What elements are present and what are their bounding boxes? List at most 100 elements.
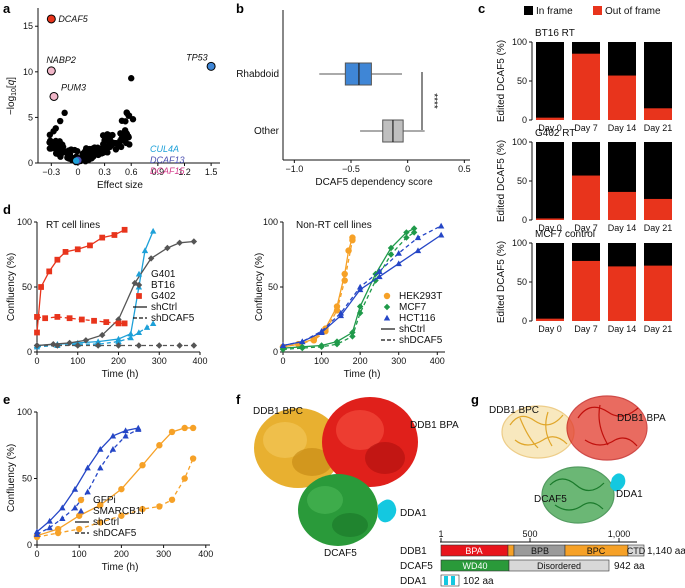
c-xtick-label: Day 14 xyxy=(608,123,637,133)
e-point xyxy=(118,512,125,519)
e-point xyxy=(122,427,129,434)
dl-point xyxy=(78,316,85,323)
c-ytick-label: 0 xyxy=(522,115,527,125)
c-ytick-label: 50 xyxy=(517,76,527,86)
dl-xtick-label: 200 xyxy=(111,356,126,366)
dr-xtick-label: 400 xyxy=(430,356,445,366)
a-highlighted-points: DCAF5 NABP2 PUM3 TP53 xyxy=(46,14,216,101)
dom-dcaf5-disordered xyxy=(508,559,610,572)
a-point xyxy=(106,132,114,139)
a-point xyxy=(117,130,124,137)
dl-point xyxy=(127,330,134,337)
a-xlabel: Effect size xyxy=(97,180,143,191)
a-point-nabp2 xyxy=(46,66,56,76)
e-series xyxy=(33,424,197,541)
c-ytick-label: 100 xyxy=(512,137,527,147)
dr-legend-marker xyxy=(383,292,391,300)
e-xtick-label: 400 xyxy=(198,549,213,559)
e-point xyxy=(109,446,117,452)
c-groups: BT16 RT 0 50 100 Day 0 Day 7 Day 14 Day 21 Edite… xyxy=(496,28,672,334)
dom-dcaf5-disordered-label: Disordered xyxy=(537,561,581,571)
e-point xyxy=(122,432,129,439)
e-point xyxy=(54,529,62,537)
c-group-title: MCF7 control xyxy=(535,229,595,240)
g-label-ddb1-bpa: DDB1 BPA xyxy=(617,413,666,424)
dr-point xyxy=(356,283,364,290)
e-line xyxy=(36,458,194,538)
a-label-pum3: PUM3 xyxy=(61,82,86,92)
e-xtick-label: 300 xyxy=(156,549,171,559)
b-xtick-label: −0.5 xyxy=(342,164,360,174)
e-point xyxy=(59,515,66,521)
a-ytick-label: 5 xyxy=(28,112,33,122)
dl-xtick-label: 100 xyxy=(70,356,85,366)
dl-legend-label: G402 xyxy=(151,291,176,302)
c-group-title: BT16 RT xyxy=(535,28,575,39)
c-bar-inframe xyxy=(536,243,564,321)
dl-point xyxy=(121,320,128,327)
e-legend-marker xyxy=(77,496,85,504)
e-point xyxy=(71,485,79,492)
c-xtick-label: Day 21 xyxy=(644,223,673,233)
dr-line xyxy=(282,237,354,348)
dl-line xyxy=(36,230,154,347)
c-ytick-label: 0 xyxy=(522,215,527,225)
dr-point xyxy=(356,303,364,310)
a-point-cul4a xyxy=(72,157,80,164)
c-xtick-label: Day 7 xyxy=(574,324,598,334)
c-legend-outframe: Out of frame xyxy=(605,6,661,17)
dom-dda1-seg2 xyxy=(451,576,455,585)
dom-dcaf5-name: DCAF5 xyxy=(400,561,433,572)
c-bar-outframe xyxy=(644,108,672,120)
dl-point xyxy=(74,246,81,253)
e-point xyxy=(84,464,91,471)
e-point xyxy=(71,504,79,511)
e-point xyxy=(181,424,188,432)
a-point xyxy=(123,109,130,116)
b-xtick-label: −1.0 xyxy=(285,164,303,174)
dl-point xyxy=(190,238,198,245)
cryo-em-density: DDB1 BPC DDB1 BPA DDA1 DCAF5 xyxy=(253,397,459,559)
c-xtick-label: Day 0 xyxy=(538,223,562,233)
dl-point xyxy=(87,242,93,249)
dl-point xyxy=(156,342,163,349)
dr-point xyxy=(299,338,306,345)
dl-point xyxy=(135,329,143,336)
a-point xyxy=(122,135,129,143)
dr-point xyxy=(318,343,325,350)
c-bar-inframe xyxy=(536,142,564,220)
dr-ytick-label: 0 xyxy=(273,347,278,357)
e-point xyxy=(97,501,104,509)
a-point xyxy=(91,144,98,151)
dl-point xyxy=(34,314,40,320)
dom-ddb1-bpa-end xyxy=(507,544,515,557)
dl-point xyxy=(135,342,143,349)
c-xtick-label: Day 21 xyxy=(644,123,673,133)
dl-series xyxy=(33,226,198,350)
c-legend-inframe-swatch xyxy=(524,6,533,15)
e-point xyxy=(97,446,104,452)
c-bar-outframe xyxy=(572,260,600,321)
a-point xyxy=(71,146,78,154)
dom-dcaf5-wd40-label: WD40 xyxy=(462,561,487,571)
dl-point xyxy=(42,315,49,322)
a-point xyxy=(115,143,123,150)
c-xtick-label: Day 21 xyxy=(644,324,673,334)
a-point xyxy=(46,131,54,139)
f-label-ddb1-bpc: DDB1 BPC xyxy=(253,406,303,417)
dr-point xyxy=(387,244,395,252)
panel-label-g: g xyxy=(471,392,479,407)
a-point xyxy=(52,125,59,132)
c-ytick-label: 100 xyxy=(512,37,527,47)
dr-point xyxy=(387,251,395,258)
dl-point xyxy=(99,234,106,241)
dl-point xyxy=(115,320,122,327)
panel-label-a: a xyxy=(3,1,11,16)
dl-ytick-label: 50 xyxy=(22,282,32,292)
dl-point xyxy=(94,342,102,349)
dr-point xyxy=(437,222,445,229)
dl-legend-marker xyxy=(135,281,143,289)
dom-ddb1-name: DDB1 xyxy=(400,546,427,557)
f-dcaf5-blob xyxy=(298,474,378,546)
